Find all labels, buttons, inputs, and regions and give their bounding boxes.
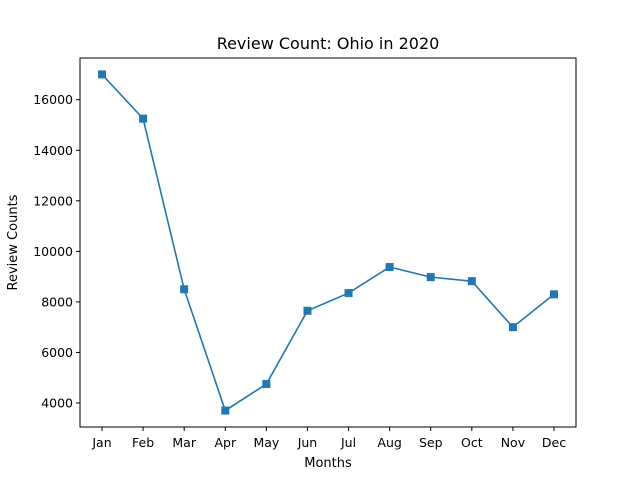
data-point-marker	[139, 114, 148, 123]
data-point-marker	[467, 277, 476, 286]
y-axis-label: Review Counts	[6, 194, 21, 290]
data-point-marker	[180, 285, 189, 294]
y-tick-label: 10000	[33, 244, 73, 259]
x-tick-label: Feb	[132, 435, 154, 450]
data-point-marker	[385, 263, 394, 272]
plot-series-markers	[98, 70, 558, 415]
x-tick-label: Jan	[91, 435, 111, 450]
y-tick-label: 4000	[41, 395, 73, 410]
data-point-marker	[262, 380, 271, 389]
data-point-marker	[98, 70, 106, 79]
x-axis-label: Months	[304, 456, 352, 471]
x-axis-ticks: Jan Feb Mar Apr May Jun Jul Aug Sep Oct Nov Dec	[91, 427, 566, 450]
x-tick-label: Sep	[419, 435, 443, 450]
x-tick-label: May	[253, 435, 279, 450]
x-tick-label: Nov	[501, 435, 526, 450]
x-tick-label: Apr	[214, 435, 236, 450]
x-tick-label: Mar	[172, 435, 196, 450]
y-tick-label: 8000	[41, 294, 73, 309]
y-tick-label: 12000	[33, 193, 73, 208]
x-tick-label: Jun	[297, 435, 318, 450]
x-tick-label: Dec	[542, 435, 566, 450]
y-tick-label: 14000	[33, 143, 73, 158]
plot-frame	[79, 57, 577, 428]
y-axis-ticks: 4000 6000 8000 10000 12000 14000 16000	[33, 92, 80, 410]
data-point-marker	[344, 289, 353, 298]
series-line	[101, 73, 555, 412]
x-tick-label: Aug	[377, 435, 401, 450]
y-tick-label: 16000	[33, 92, 73, 107]
plot-series-lines	[101, 73, 555, 412]
data-point-marker	[550, 290, 558, 299]
data-point-marker	[426, 273, 435, 282]
y-tick-label: 6000	[41, 345, 73, 360]
data-point-marker	[221, 406, 230, 415]
data-point-marker	[303, 306, 312, 315]
data-point-marker	[508, 323, 517, 332]
chart-title: Review Count: Ohio in 2020	[217, 34, 440, 53]
x-tick-label: Oct	[461, 435, 483, 450]
x-tick-label: Jul	[340, 435, 356, 450]
